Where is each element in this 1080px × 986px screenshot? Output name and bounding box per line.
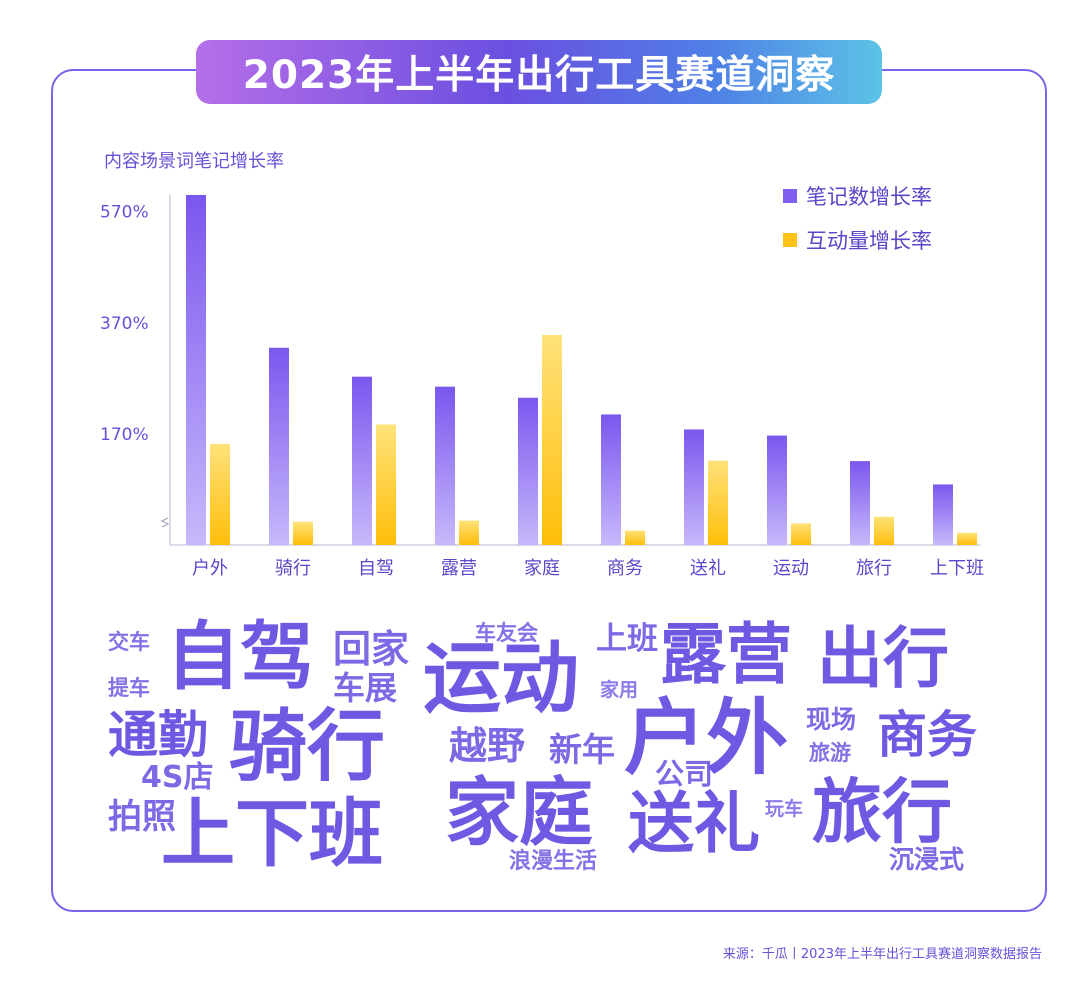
bar-interaction-growth <box>293 521 313 545</box>
bar-interaction-growth <box>625 530 645 545</box>
x-tick-label: 露营 <box>441 558 477 579</box>
cloud-word: 上班 <box>596 621 658 657</box>
bar-interaction-growth <box>874 516 894 545</box>
source-note: 来源：千瓜丨2023年上半年出行工具赛道洞察数据报告 <box>722 947 1042 962</box>
cloud-word: 拍照 <box>108 797 176 837</box>
cloud-word: 车展 <box>333 669 398 707</box>
x-tick-label: 送礼 <box>690 558 726 579</box>
bar-notes-growth <box>186 195 206 545</box>
legend-label: 互动量增长率 <box>806 229 932 253</box>
bar-interaction-growth <box>542 335 562 545</box>
bar-notes-growth <box>435 386 455 545</box>
cloud-word: 现场 <box>806 705 857 734</box>
page-title: 2023年上半年出行工具赛道洞察 <box>242 53 836 98</box>
cloud-word: 骑行 <box>229 702 386 792</box>
cloud-word: 4S店 <box>141 760 214 795</box>
legend-swatch <box>783 233 797 247</box>
bar-notes-growth <box>850 461 870 545</box>
bar-notes-growth <box>601 414 621 545</box>
title-banner: 2023年上半年出行工具赛道洞察 <box>196 40 882 104</box>
y-tick-label: 570% <box>100 203 149 223</box>
cloud-word: 交车 <box>108 630 150 654</box>
bar-interaction-growth <box>708 460 728 545</box>
cloud-word: 运动 <box>423 634 580 724</box>
cloud-word: 浪漫生活 <box>509 849 598 874</box>
legend-swatch <box>783 189 797 203</box>
axis-break-mark <box>160 517 170 528</box>
x-tick-label: 上下班 <box>930 558 984 579</box>
cloud-word: 商务 <box>877 706 977 764</box>
x-tick-label: 旅行 <box>856 558 892 579</box>
cloud-word: 车友会 <box>475 621 538 645</box>
cloud-word: 露营 <box>660 616 792 693</box>
y-axis-title: 内容场景词笔记增长率 <box>104 151 284 172</box>
bar-notes-growth <box>352 376 372 545</box>
x-tick-label: 商务 <box>607 558 643 579</box>
cloud-word: 旅行 <box>812 771 952 853</box>
cloud-word: 回家 <box>333 627 410 671</box>
bar-interaction-growth <box>376 424 396 545</box>
x-tick-label: 自驾 <box>358 558 394 579</box>
cloud-word: 公司 <box>655 757 714 791</box>
bar-notes-growth <box>933 484 953 545</box>
bar-interaction-growth <box>957 532 977 545</box>
cloud-word: 提车 <box>108 676 150 700</box>
cloud-word: 上下班 <box>161 791 383 877</box>
bar-notes-growth <box>684 429 704 545</box>
bar-notes-growth <box>518 397 538 545</box>
bar-interaction-growth <box>459 520 479 545</box>
cloud-word: 家庭 <box>445 770 593 856</box>
cloud-word: 送礼 <box>628 785 760 862</box>
x-tick-label: 户外 <box>192 558 228 579</box>
cloud-word: 出行 <box>817 620 949 697</box>
bar-interaction-growth <box>791 523 811 545</box>
cloud-word: 自驾 <box>166 614 314 700</box>
cloud-word: 旅游 <box>809 741 851 765</box>
bar-notes-growth <box>767 435 787 545</box>
bar-interaction-growth <box>210 443 230 545</box>
legend-label: 笔记数增长率 <box>806 185 932 209</box>
cloud-word: 家用 <box>600 679 639 701</box>
y-tick-label: 370% <box>100 314 149 334</box>
bar-chart: 170% 370% 570% 户外 骑行 自驾 露营 家庭 商务 送礼 运动 旅行 上下班 笔记数增长… <box>100 185 984 579</box>
cloud-word: 新年 <box>549 730 615 769</box>
cloud-word: 玩车 <box>765 798 804 820</box>
cloud-word: 越野 <box>449 724 526 768</box>
y-tick-label: 170% <box>100 425 149 445</box>
cloud-word: 沉浸式 <box>889 845 965 874</box>
bar-notes-growth <box>269 347 289 545</box>
cloud-word: 通勤 <box>108 706 208 764</box>
cloud-word: 户外 <box>624 691 789 786</box>
x-tick-label: 骑行 <box>275 558 311 579</box>
x-tick-label: 家庭 <box>524 558 560 579</box>
x-tick-label: 运动 <box>773 558 809 579</box>
